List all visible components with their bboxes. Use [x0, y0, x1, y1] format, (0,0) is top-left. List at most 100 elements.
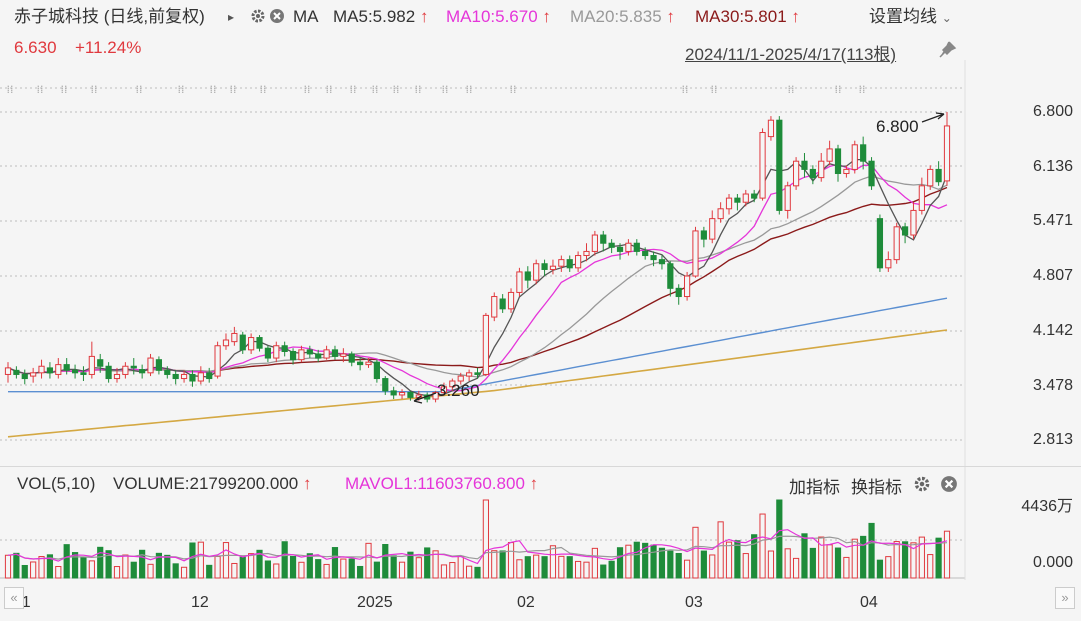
add-indicator-button[interactable]: 加指标	[789, 478, 840, 497]
candle-body	[390, 390, 397, 396]
candle-body	[357, 361, 364, 366]
volume-bar	[507, 542, 515, 579]
candle-body	[834, 148, 842, 175]
volume-bar	[767, 550, 775, 579]
candle-body	[591, 234, 598, 252]
price-tick: 5.471	[1032, 212, 1073, 229]
scroll-right-icon[interactable]: »	[1055, 587, 1075, 609]
candle-body	[868, 160, 875, 187]
gear-icon[interactable]	[913, 475, 931, 498]
candle-body	[482, 314, 489, 375]
candle-body	[256, 337, 263, 349]
candle-body	[323, 349, 330, 359]
event-marker: ⁞⁞	[711, 83, 718, 96]
volume-bar	[63, 544, 70, 579]
event-marker: ⁞⁞	[91, 83, 98, 96]
volume-bar	[407, 551, 414, 579]
candle-body	[616, 246, 624, 252]
event-marker: ⁞⁞	[788, 83, 795, 96]
volume-bar	[860, 535, 867, 579]
x-tick: 02	[517, 594, 535, 611]
volume-bar	[105, 550, 112, 579]
event-marker: ⁞⁞	[415, 83, 422, 96]
volume-bar	[608, 560, 615, 579]
volume-bar	[80, 556, 87, 579]
date-range[interactable]: 2024/11/1-2025/4/17(113根)	[685, 45, 897, 64]
scroll-left-icon[interactable]: «	[4, 587, 24, 609]
candle-body	[642, 250, 649, 257]
volume-bar	[197, 541, 204, 579]
change-percent: +11.24%	[75, 38, 142, 57]
candle-body	[566, 259, 573, 269]
candle-body	[289, 350, 297, 361]
panel-divider	[0, 466, 1081, 467]
candle-body	[734, 197, 741, 203]
event-marker: ⁞⁞	[61, 83, 68, 96]
volume-bar	[130, 561, 137, 579]
volume-axis-bottom: 0.000	[1032, 554, 1073, 571]
volume-bar	[541, 556, 548, 579]
candle-body	[692, 230, 699, 277]
candle-body	[122, 365, 129, 375]
volume-bar	[424, 547, 431, 579]
candle-body	[583, 250, 590, 257]
volume-bar	[172, 563, 179, 579]
ma30-value: MA30:5.801 ↑	[695, 7, 800, 26]
volume-bar	[675, 553, 682, 579]
volume-bar	[298, 561, 305, 579]
event-marker: ⁞⁞	[835, 83, 842, 96]
volume-bar	[365, 542, 372, 579]
candle-body	[474, 372, 481, 375]
volume-bar	[415, 557, 422, 579]
candle-body	[298, 349, 305, 361]
volume-bar	[264, 560, 272, 579]
candle-body	[71, 369, 79, 374]
candle-body	[524, 271, 531, 281]
volume-bar	[751, 534, 758, 579]
volume-bar	[357, 565, 364, 579]
candle-body	[751, 193, 758, 199]
volume-bar	[88, 560, 95, 579]
close-icon[interactable]	[269, 8, 285, 29]
volume-bar	[851, 538, 858, 579]
play-icon[interactable]: ▸	[228, 10, 235, 24]
volume-bar	[566, 556, 573, 579]
volume-bar	[13, 552, 20, 579]
candle-body	[139, 369, 146, 374]
candle-body	[382, 378, 389, 392]
candle-body	[46, 367, 54, 374]
volume-bar	[893, 541, 900, 579]
candle-body	[541, 263, 548, 270]
candle-body	[365, 361, 372, 366]
volume-bar	[206, 564, 213, 579]
candle-body	[214, 345, 221, 377]
candle-body	[683, 275, 691, 298]
stock-title[interactable]: 赤子城科技 (日线,前复权)	[14, 6, 205, 28]
candle-body	[13, 369, 20, 375]
candle-body	[197, 372, 204, 382]
volume-bar	[457, 555, 464, 579]
volume-bar	[382, 544, 389, 579]
event-marker: ⁞⁞	[210, 83, 217, 96]
ma-settings-button[interactable]: 设置均线 ⌄	[869, 7, 952, 26]
candle-body	[826, 148, 833, 162]
close-icon[interactable]	[940, 475, 958, 498]
volume-bar	[147, 563, 154, 579]
candle-body	[273, 345, 280, 359]
candle-body	[893, 226, 900, 261]
pin-icon[interactable]	[937, 40, 957, 65]
volume-bar	[650, 544, 657, 579]
volume-bar	[30, 561, 37, 579]
volume-bar	[46, 554, 54, 579]
candle-body	[440, 386, 448, 393]
gear-icon[interactable]	[250, 8, 266, 29]
candle-body	[222, 339, 230, 347]
candle-body	[180, 373, 188, 380]
event-marker: ⁞⁞	[372, 83, 379, 96]
switch-indicator-button[interactable]: 换指标	[851, 478, 902, 497]
volume-bar	[281, 541, 288, 579]
last-price: 6.630	[14, 38, 57, 57]
volume-bar	[725, 541, 733, 579]
volume-bar	[625, 544, 632, 579]
